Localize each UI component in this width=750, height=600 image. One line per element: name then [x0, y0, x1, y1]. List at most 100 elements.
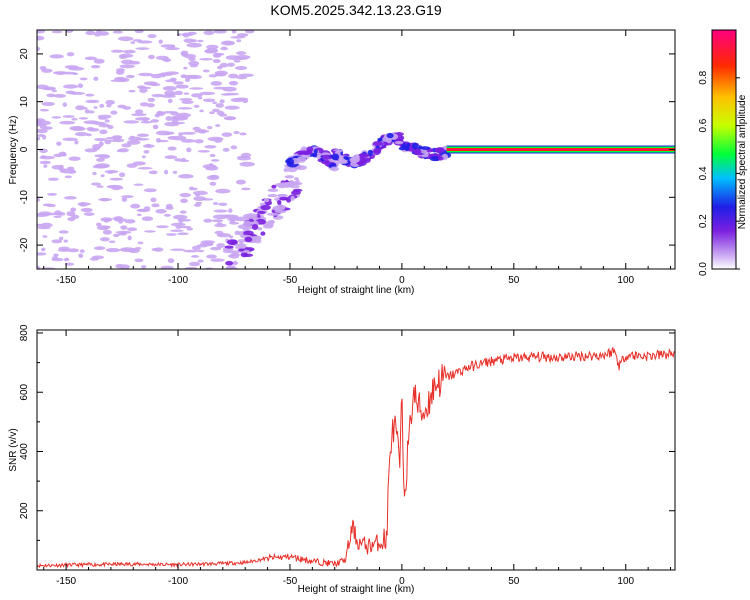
spectrogram-blob	[68, 66, 85, 71]
spectrogram-blob	[85, 30, 96, 36]
spectrogram-blob	[215, 188, 231, 194]
spectrogram-blob	[193, 203, 202, 207]
snr-xtick-label: -100	[168, 576, 188, 587]
spectrogram-blob	[56, 141, 62, 146]
spectrogram-blob	[58, 168, 67, 171]
spectrogram-blob	[217, 65, 223, 70]
spectrogram-blob	[209, 181, 217, 186]
spectrogram-blob	[226, 239, 238, 246]
spectrogram-blob	[193, 104, 200, 108]
spectrogram-blob	[152, 124, 159, 130]
spectrogram-blob	[81, 107, 88, 110]
spectrogram-blob	[212, 101, 218, 105]
spectrogram-blob	[224, 116, 237, 121]
spectrogram-blob	[140, 120, 153, 124]
spectrogram-blob	[260, 204, 271, 211]
spectrogram-blob	[239, 161, 255, 167]
spectrogram-blob	[135, 47, 150, 50]
spectrogram-blob	[420, 146, 431, 150]
spectrogram-blob	[120, 225, 128, 230]
spectrogram-blob	[197, 96, 203, 100]
spectrogram-blob	[41, 86, 57, 91]
spectrogram-blob	[189, 87, 204, 90]
spectrogram-blob	[183, 66, 188, 70]
spectrogram-blob	[197, 149, 210, 153]
snr-xlabel: Height of straight line (km)	[298, 584, 415, 595]
colorbar-tick-label: 0.8	[698, 70, 709, 84]
spectrogram-blob	[239, 241, 244, 246]
spectrogram-blob	[51, 89, 58, 93]
colorbar-gradient	[712, 30, 736, 269]
spectrogram-blob	[130, 41, 136, 45]
spectrogram-blob	[228, 235, 234, 239]
spectrogram-blob	[190, 255, 200, 258]
spectrogram-blob	[199, 91, 216, 96]
spectrogram-blob	[291, 190, 301, 195]
spectrogram-blob	[343, 156, 349, 160]
spectrogram-blob	[41, 68, 53, 73]
spectrogram-blob	[437, 156, 444, 161]
spectrogram-blob	[132, 161, 146, 166]
spectrogram-blob	[110, 110, 118, 115]
spectrogram-blob	[143, 206, 151, 211]
spectrogram-blob	[165, 131, 175, 135]
spectrogram-blob	[170, 44, 176, 49]
snr-ytick-label: 800	[19, 324, 30, 341]
spectrogram-blob	[202, 98, 216, 103]
spectrogram-blob	[37, 136, 41, 141]
spectrogram-blob	[236, 33, 249, 37]
spectrogram-blob	[236, 156, 252, 161]
spectrogram-blob	[296, 156, 307, 163]
spectrogram-blob	[99, 103, 105, 108]
spectrogram-blob	[126, 74, 135, 79]
spectrogram-blob	[221, 93, 232, 96]
spectrogram-blob	[148, 170, 158, 175]
spectrogram-blob	[184, 78, 191, 83]
spectrogram-blob	[98, 198, 113, 202]
spectrogram-blob	[92, 171, 97, 176]
spectrogram-blob	[71, 117, 78, 121]
spectrogram-blob	[274, 204, 286, 211]
spectrogram-blob	[228, 272, 235, 277]
spectrogram-blob	[93, 246, 106, 251]
snr-ylabel: SNR (v/v)	[8, 428, 19, 471]
spectrogram-blob	[257, 210, 266, 214]
spectrogram-blob	[53, 153, 64, 158]
snr-background	[37, 330, 675, 570]
spectrogram-blob	[181, 100, 194, 104]
spectrogram-blob	[266, 212, 279, 216]
spectrogram-blob	[277, 200, 282, 206]
spectrogram-blob	[39, 160, 52, 165]
spectrogram-blob	[92, 121, 106, 125]
spectrogram-blob	[80, 207, 93, 213]
spectrogram-blob	[98, 141, 104, 147]
spectrogram-blob	[84, 56, 97, 61]
spectrogram-blob	[180, 198, 188, 204]
spectrogram-blob	[206, 125, 213, 130]
spectrogram-blob	[358, 153, 370, 158]
spectrogram-blob	[104, 119, 110, 123]
spectrogram-blob	[74, 131, 89, 137]
spectrogram-blob	[37, 128, 48, 134]
spectrogram-blob	[78, 253, 84, 259]
spectrogram-blob	[105, 99, 115, 105]
spectrogram-blob	[267, 193, 278, 198]
spectrogram-blob	[151, 203, 160, 208]
spectrogram-blob	[372, 141, 384, 147]
spectrogram-blob	[251, 213, 258, 218]
spectrogram-blob	[83, 212, 95, 216]
spectrogram-blob	[62, 115, 75, 118]
spectrogram-blob	[100, 174, 105, 178]
spectrogram-blob	[98, 116, 108, 120]
spectrogram-blob	[37, 266, 41, 269]
spectrogram-blob	[49, 54, 64, 59]
colorbar-tick-label: 0.2	[698, 214, 709, 228]
spectrogram-blob	[202, 164, 217, 169]
spectrogram-blob	[178, 174, 194, 179]
snr-ytick-label: 600	[19, 383, 30, 400]
spectrogram-blob	[277, 182, 289, 188]
spectrogram-xtick-label: -50	[283, 275, 298, 286]
spectrogram-blob	[94, 163, 110, 169]
spectrogram-ytick-label: 20	[19, 48, 30, 60]
